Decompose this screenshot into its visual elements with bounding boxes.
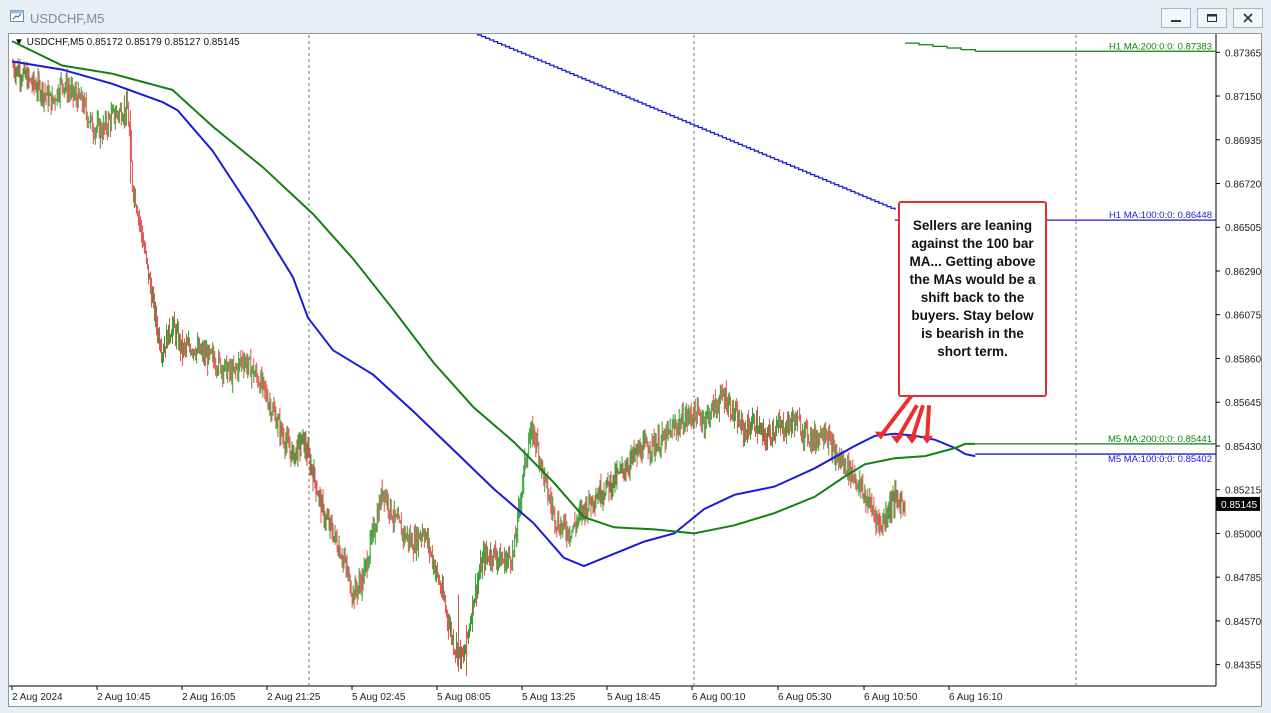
x-tick-label: 5 Aug 08:05 bbox=[437, 692, 491, 703]
ma-level-label: H1 MA:200:0:0: 0.87383 bbox=[1109, 41, 1212, 52]
minimize-button[interactable] bbox=[1161, 8, 1191, 28]
ma-level-label: H1 MA:100:0:0: 0.86448 bbox=[1109, 210, 1212, 221]
step-line-h1-ma-200-0-0 bbox=[904, 42, 976, 52]
y-tick-label: 0.84785 bbox=[1225, 573, 1261, 584]
current-price-label: 0.85145 bbox=[1221, 500, 1258, 511]
y-tick-label: 0.85645 bbox=[1225, 398, 1261, 409]
annotation-arrowhead bbox=[874, 431, 887, 440]
ma-level-label: M5 MA:200:0:0: 0.85441 bbox=[1108, 434, 1212, 445]
annotation-arrowhead bbox=[905, 435, 918, 444]
symbol-info: ▼ USDCHF,M5 0.85172 0.85179 0.85127 0.85… bbox=[14, 37, 240, 48]
maximize-button[interactable] bbox=[1197, 8, 1227, 28]
y-tick-label: 0.85430 bbox=[1225, 442, 1261, 453]
ma-level-label: M5 MA:100:0:0: 0.85402 bbox=[1108, 454, 1212, 465]
x-tick-label: 6 Aug 00:10 bbox=[692, 692, 746, 703]
x-tick-label: 2 Aug 16:05 bbox=[182, 692, 236, 703]
annotation-arrow bbox=[895, 404, 919, 441]
annotation-arrow bbox=[879, 393, 914, 437]
x-tick-label: 6 Aug 10:50 bbox=[864, 692, 918, 703]
y-tick-label: 0.85860 bbox=[1225, 354, 1261, 365]
annotation-arrow bbox=[910, 404, 925, 441]
current-price-box bbox=[1216, 496, 1260, 511]
y-tick-label: 0.84570 bbox=[1225, 617, 1261, 628]
y-tick-label: 0.86290 bbox=[1225, 267, 1261, 278]
x-tick-label: 6 Aug 05:30 bbox=[778, 692, 832, 703]
y-tick-label: 0.87365 bbox=[1225, 48, 1261, 59]
annotation-box: Sellers are leaning against the 100 bar … bbox=[898, 201, 1047, 397]
chart-app-icon bbox=[10, 10, 24, 22]
y-tick-label: 0.85215 bbox=[1225, 486, 1261, 497]
minimize-icon bbox=[1171, 20, 1181, 22]
y-tick-label: 0.85000 bbox=[1225, 529, 1261, 540]
annotation-arrowhead bbox=[921, 435, 934, 444]
close-icon bbox=[1243, 13, 1253, 23]
window-title: USDCHF,M5 bbox=[30, 11, 105, 26]
x-tick-label: 6 Aug 16:10 bbox=[949, 692, 1003, 703]
x-tick-label: 2 Aug 2024 bbox=[12, 692, 63, 703]
ma-line-m5-ma-200-0-0 bbox=[11, 40, 976, 535]
annotation-arrow bbox=[925, 405, 932, 440]
x-tick-label: 5 Aug 18:45 bbox=[607, 692, 661, 703]
price-chart[interactable]: 0.87365 0.87150 0.86935 0.86720 0.86505 0.862… bbox=[9, 34, 1261, 706]
annotation-arrowhead bbox=[890, 435, 903, 444]
y-tick-label: 0.86075 bbox=[1225, 311, 1261, 322]
y-tick-label: 0.86505 bbox=[1225, 223, 1261, 234]
y-tick-label: 0.86720 bbox=[1225, 180, 1261, 191]
x-tick-label: 5 Aug 02:45 bbox=[352, 692, 406, 703]
y-tick-label: 0.84355 bbox=[1225, 661, 1261, 672]
title-bar: USDCHF,M5 bbox=[0, 0, 1271, 34]
ma-line-m5-ma-100-0-0 bbox=[11, 60, 976, 568]
step-line-h1-ma-100-0-0 bbox=[476, 34, 896, 210]
x-tick-label: 2 Aug 21:25 bbox=[267, 692, 321, 703]
y-tick-label: 0.86935 bbox=[1225, 136, 1261, 147]
chart-frame: 0.87365 0.87150 0.86935 0.86720 0.86505 0.862… bbox=[8, 33, 1262, 707]
y-tick-label: 0.87150 bbox=[1225, 92, 1261, 103]
x-tick-label: 2 Aug 10:45 bbox=[97, 692, 151, 703]
close-button[interactable] bbox=[1233, 8, 1263, 28]
restore-icon bbox=[1207, 14, 1217, 22]
x-tick-label: 5 Aug 13:25 bbox=[522, 692, 576, 703]
